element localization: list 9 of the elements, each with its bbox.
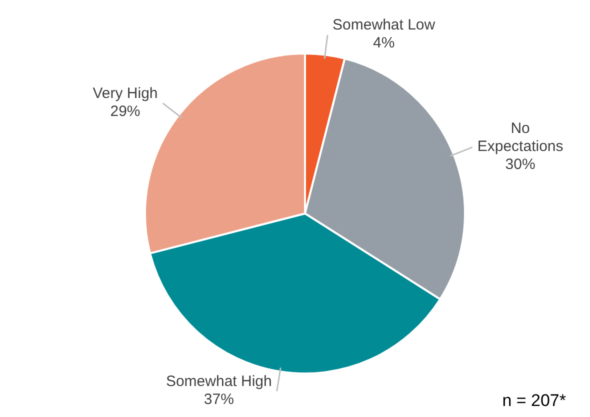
data-label: 4% — [372, 34, 395, 52]
slice-label: No Expectations — [477, 120, 564, 155]
data-label: 29% — [110, 102, 140, 120]
slice-label: Somewhat Low — [332, 16, 436, 34]
slice-label: Somewhat High — [166, 372, 272, 390]
text: n = 207* — [502, 391, 566, 410]
data-label: 37% — [204, 390, 234, 408]
data-label: 30% — [505, 156, 536, 173]
slice-label: Very High — [92, 84, 158, 102]
